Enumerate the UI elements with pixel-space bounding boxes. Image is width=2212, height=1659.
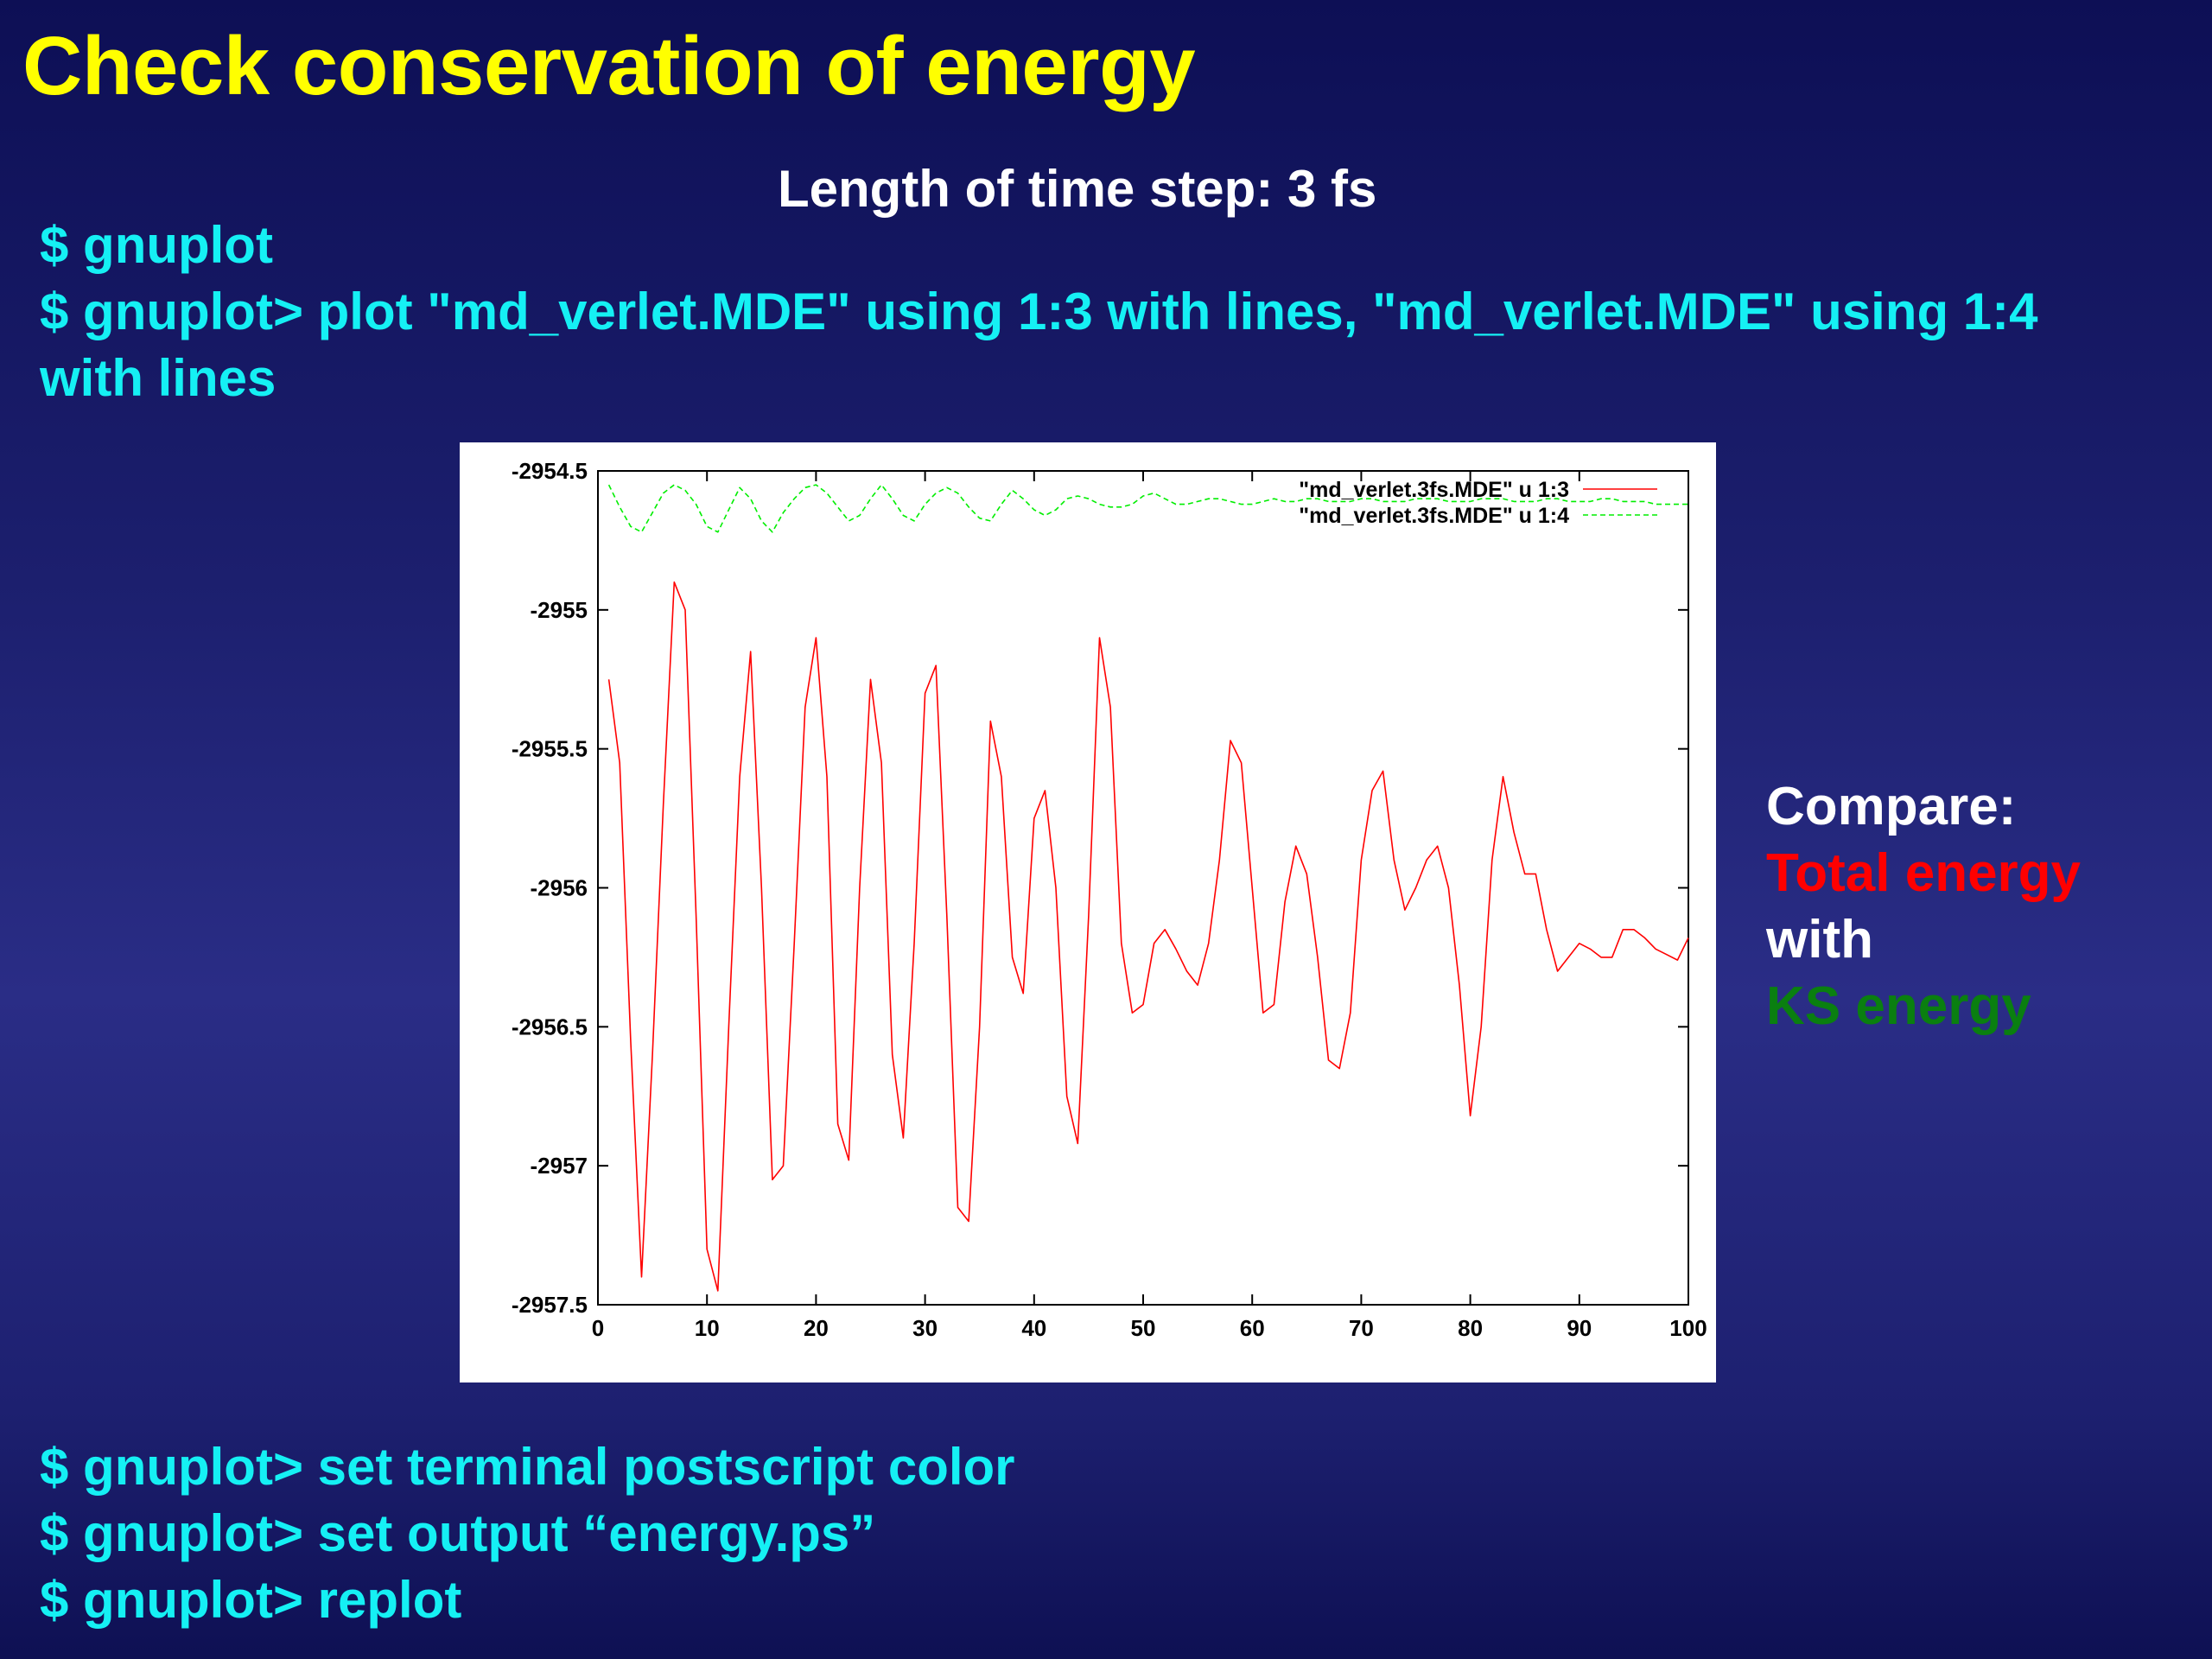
compare-total-energy: Total energy [1766,843,2082,903]
x-tick-label: 100 [1669,1315,1707,1341]
slide-title: Check conservation of energy [22,20,1196,112]
x-tick-label: 10 [695,1315,720,1341]
command-line-2: $ gnuplot> plot "md_verlet.MDE" using 1:… [40,283,2038,340]
x-tick-label: 30 [912,1315,938,1341]
x-tick-label: 70 [1349,1315,1374,1341]
command-line-5: $ gnuplot> set output “energy.ps” [40,1504,876,1562]
y-tick-label: -2955 [531,597,588,623]
x-tick-label: 60 [1240,1315,1265,1341]
x-tick-label: 40 [1021,1315,1046,1341]
x-tick-label: 50 [1131,1315,1156,1341]
command-line-6: $ gnuplot> replot [40,1571,462,1629]
series-line-1 [607,581,1689,1292]
compare-note: Compare: Total energy with KS energy [1766,773,2081,1039]
energy-plot-panel: -2954.5 -2955 -2955.5 -2956 -2956.5 -2957 -295… [460,442,1716,1382]
series-line-2 [607,484,1688,533]
y-tick-label: -2955.5 [512,736,588,762]
compare-connector: with [1766,910,1873,969]
y-tick-label: -2954.5 [512,458,588,484]
energy-line-chart: -2954.5 -2955 -2955.5 -2956 -2956.5 -2957 -295… [512,458,1707,1341]
x-tick-label: 0 [592,1315,604,1341]
y-tick-label: -2957 [531,1153,588,1179]
command-line-1: $ gnuplot [40,216,273,274]
y-tick-label: -2957.5 [512,1292,588,1318]
x-tick-label: 90 [1567,1315,1592,1341]
legend-label: "md_verlet.3fs.MDE" u 1:4 [1299,504,1569,528]
y-tick-label: -2956.5 [512,1014,588,1039]
legend-label: "md_verlet.3fs.MDE" u 1:3 [1299,478,1569,502]
x-tick-label: 20 [804,1315,829,1341]
y-tick-label: -2956 [531,875,588,901]
command-line-4: $ gnuplot> set terminal postscript color [40,1438,1015,1496]
command-line-3: with lines [40,349,276,407]
x-tick-label: 80 [1458,1315,1483,1341]
slide-subtitle: Length of time step: 3 fs [778,160,1377,218]
compare-ks-energy: KS energy [1766,976,2031,1036]
compare-heading: Compare: [1766,777,2017,836]
